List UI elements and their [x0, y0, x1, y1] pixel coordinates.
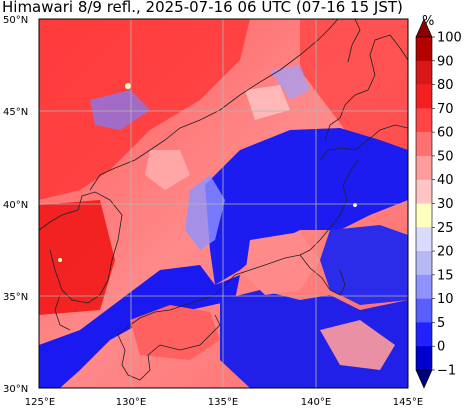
colorbar-tick-label: 70: [437, 102, 454, 117]
lon-label-130: 130°E: [116, 397, 146, 408]
colorbar-tick-label: 25: [437, 221, 454, 236]
colorbar-tick-label: 0: [437, 340, 445, 355]
colorbar-tick-label: 40: [437, 173, 454, 188]
colorbar-segment: [416, 60, 432, 85]
latitude-labels: 50°N 45°N 40°N 35°N 30°N: [3, 15, 28, 395]
colorbar-segment: [416, 155, 432, 181]
colorbar-extend-bottom: [415, 369, 433, 389]
map-frame: [38, 18, 409, 389]
colorbar-segment: [416, 84, 432, 109]
colorbar-segment: [416, 346, 432, 371]
colorbar-tick-label: 50: [437, 149, 454, 164]
colorbar-segment: [416, 132, 432, 157]
colorbar-tick-label: −1: [437, 364, 456, 379]
graticule: [39, 19, 408, 388]
lat-label-45: 45°N: [3, 107, 28, 118]
lat-label-35: 35°N: [3, 292, 28, 303]
colorbar-tick-label: 80: [437, 78, 454, 93]
lon-label-125: 125°E: [25, 397, 55, 408]
lon-label-135: 135°E: [208, 397, 238, 408]
colorbar-segment: [416, 251, 432, 276]
colorbar-tick-label: 20: [437, 245, 454, 260]
colorbar-segment: [416, 179, 432, 204]
reflectance-field: [39, 19, 408, 388]
longitude-labels: 125°E 130°E 135°E 140°E 145°E: [25, 397, 423, 408]
lat-label-30: 30°N: [3, 384, 28, 395]
colorbar-segment: [416, 227, 432, 252]
map-title: Himawari 8/9 refl., 2025-07-16 06 UTC (0…: [2, 0, 403, 16]
colorbar-tick-label: 30: [437, 197, 454, 212]
colorbar-tick-label: 5: [437, 316, 445, 331]
colorbar-segments: [415, 18, 433, 389]
coastlines: [39, 19, 408, 381]
colorbar-segment: [416, 203, 432, 228]
colorbar-segment: [416, 274, 432, 299]
colorbar-segment: [416, 108, 432, 133]
lat-label-50: 50°N: [3, 15, 28, 26]
lat-label-40: 40°N: [3, 200, 28, 211]
colorbar-tick-label: 10: [437, 292, 454, 307]
colorbar-tick-label: 15: [437, 268, 454, 283]
colorbar-tick-label: 60: [437, 126, 454, 141]
colorbar-segment: [416, 37, 432, 62]
colorbar-tick-label: 100: [437, 31, 462, 46]
colorbar-segment: [416, 322, 432, 347]
colorbar-segment: [416, 298, 432, 323]
lon-label-145: 145°E: [393, 397, 423, 408]
colorbar-tick-label: 90: [437, 54, 454, 69]
lon-label-140: 140°E: [301, 397, 331, 408]
